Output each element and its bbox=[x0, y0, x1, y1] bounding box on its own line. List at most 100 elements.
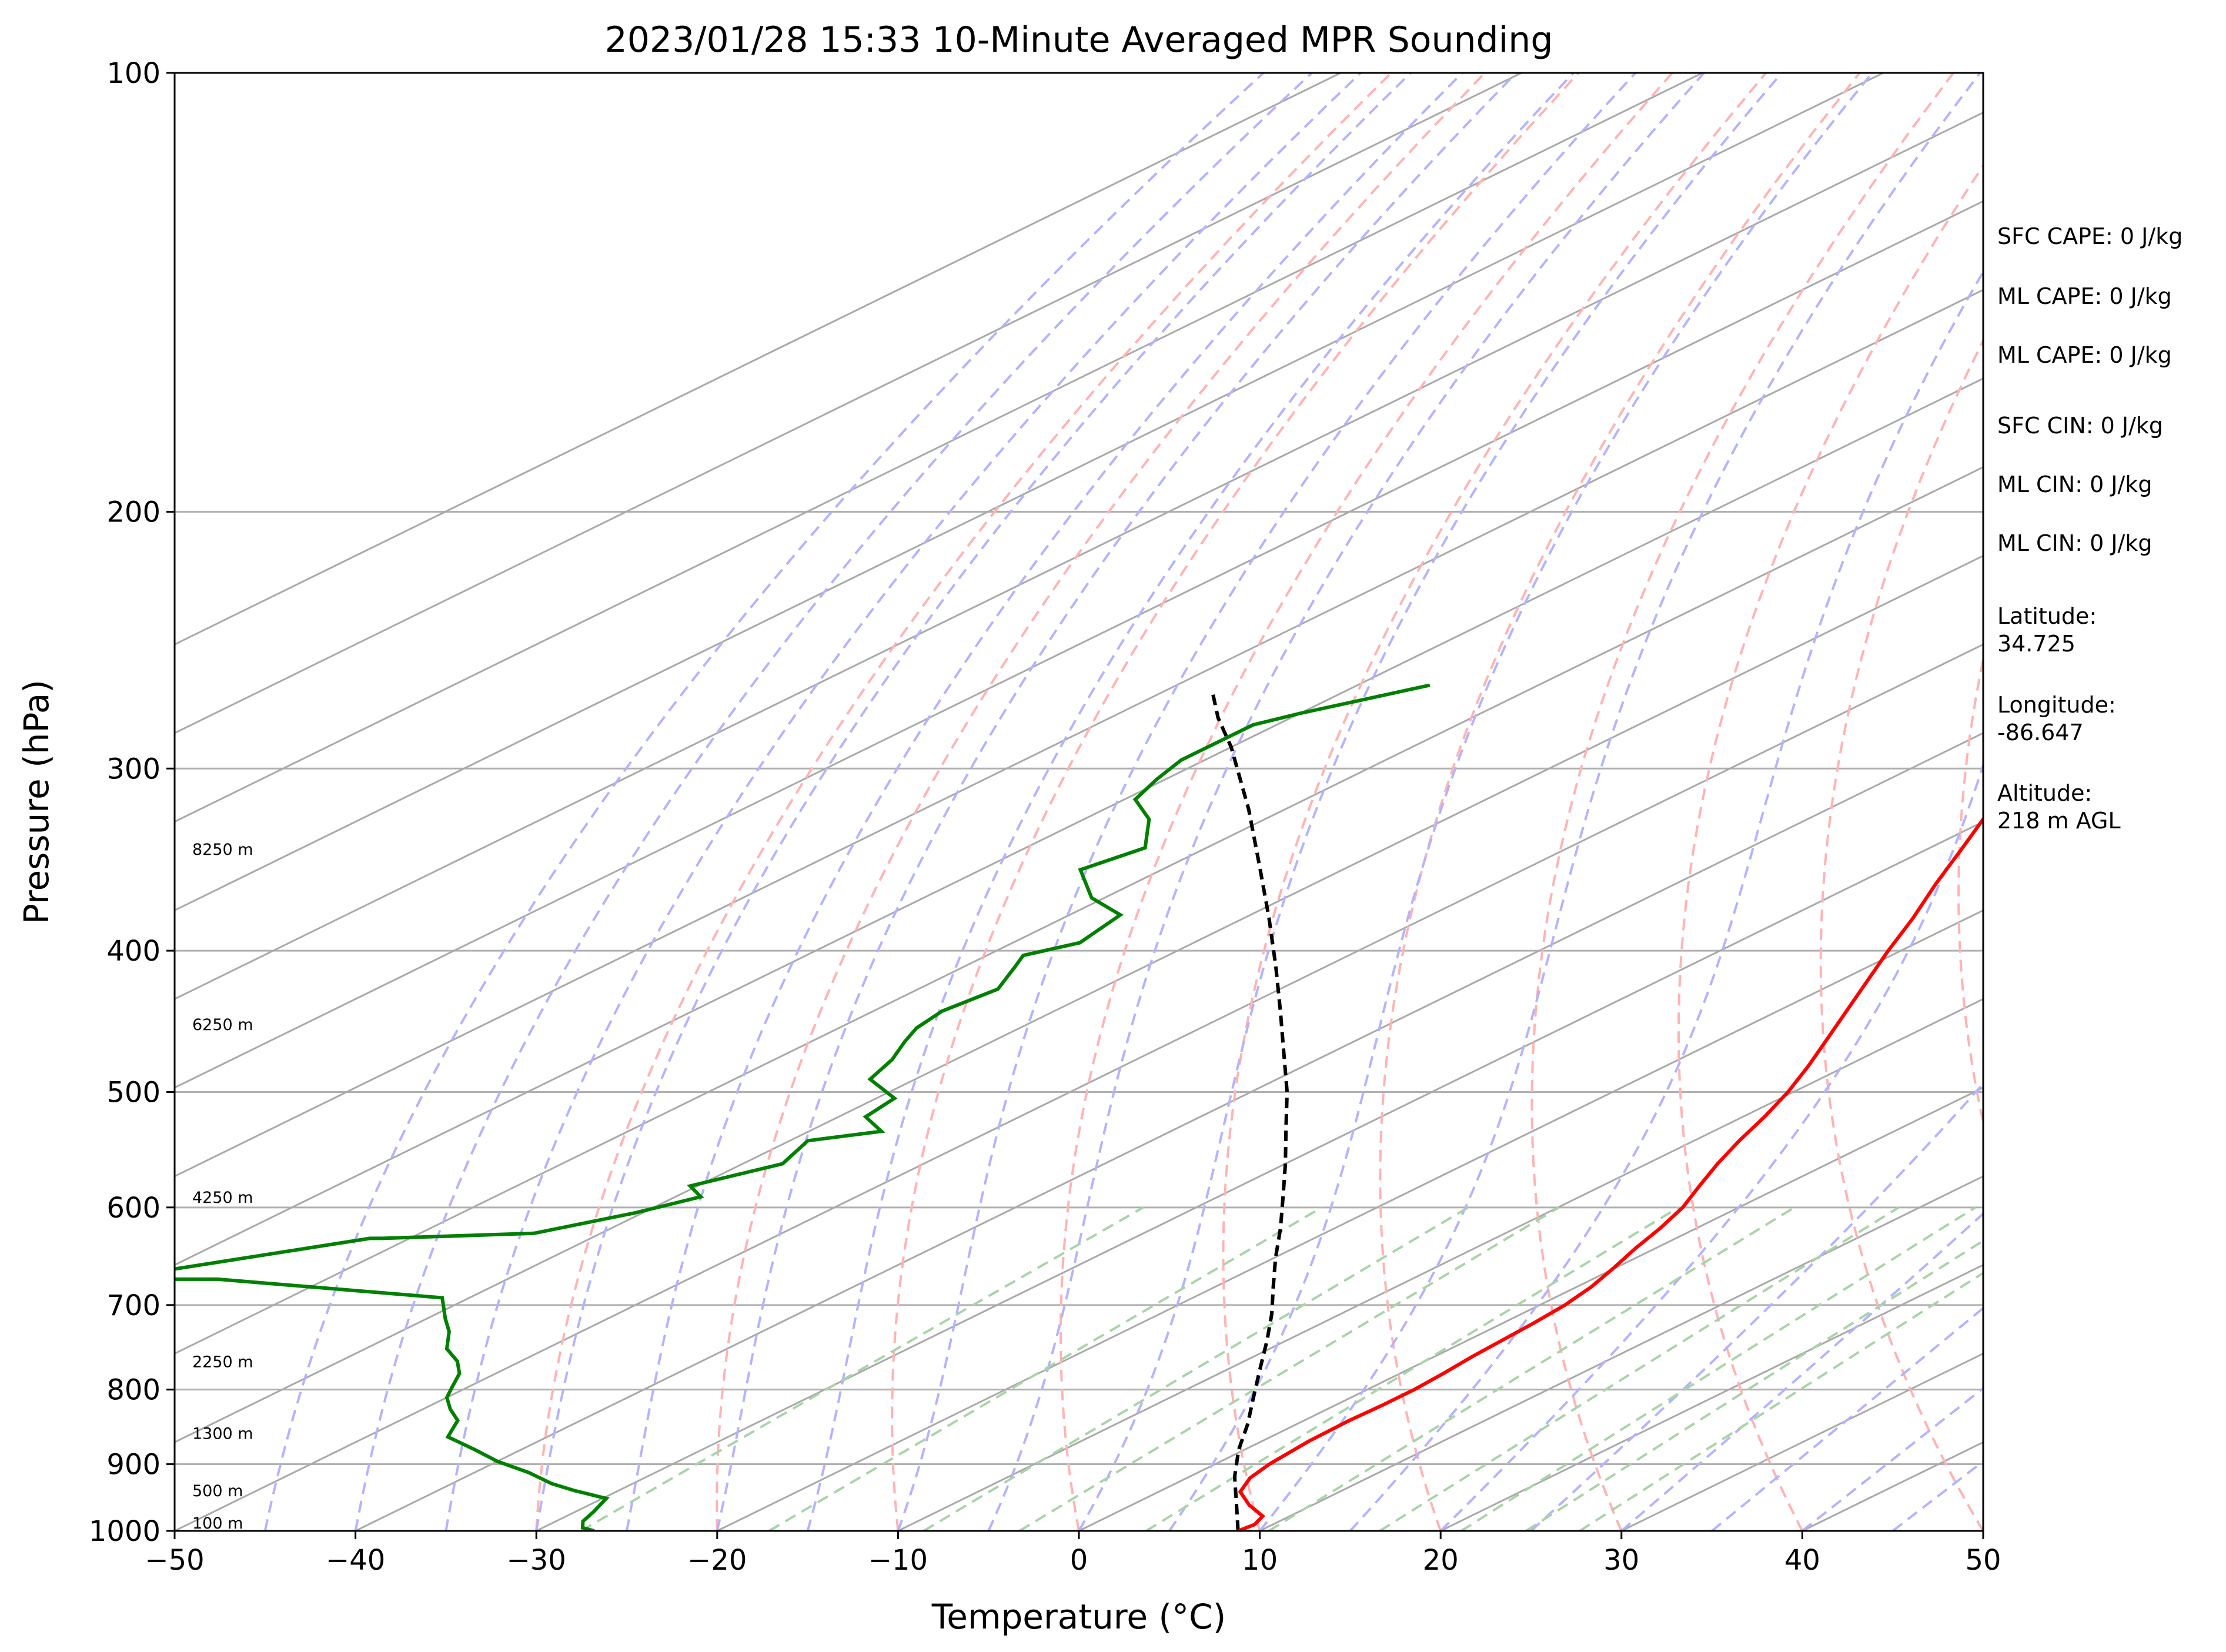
moist-adiabat-line bbox=[1259, 73, 1981, 1531]
isotherm-line bbox=[1440, 1263, 1983, 1531]
mixing-ratio-line bbox=[1525, 1239, 1983, 1531]
x-axis-label: Temperature (°C) bbox=[931, 1597, 1226, 1637]
isotherm-line bbox=[175, 73, 1884, 912]
dry-adiabat-line bbox=[1222, 73, 1767, 1531]
x-tick-label: 30 bbox=[1603, 1544, 1639, 1577]
x-tick-label: −20 bbox=[687, 1544, 747, 1577]
mixing-ratio-line bbox=[1579, 1272, 1983, 1531]
x-axis: −50 −40 −30 −20 −10 0 10 20 30 40 50 bbox=[145, 1531, 2001, 1577]
moist-adiabat-line bbox=[263, 73, 1265, 1531]
chart-title: 2023/01/28 15:33 10-Minute Averaged MPR … bbox=[605, 19, 1553, 61]
isotherm-line bbox=[175, 73, 1522, 734]
dry-adiabat-line bbox=[1059, 73, 1673, 1531]
altitude-value: 218 m AGL bbox=[1997, 808, 2121, 834]
sfc-cape-text: SFC CAPE: 0 J/kg bbox=[1997, 223, 2182, 249]
moist-adiabat-line bbox=[1530, 1082, 1983, 1531]
height-label: 4250 m bbox=[192, 1189, 253, 1207]
y-tick-label: 600 bbox=[106, 1192, 161, 1225]
height-label: 2250 m bbox=[192, 1353, 253, 1371]
moist-adiabat-line bbox=[1439, 761, 1983, 1531]
isotherm-line bbox=[1078, 1086, 1983, 1531]
dry-adiabat-line bbox=[1379, 73, 1861, 1531]
isotherm-line bbox=[355, 732, 1983, 1531]
parcel-profile-line bbox=[1210, 689, 1289, 1531]
dry-adiabat-line bbox=[891, 73, 1580, 1531]
isobars bbox=[175, 511, 1983, 1466]
y-tick-label: 700 bbox=[106, 1289, 161, 1322]
mixing-ratio-line bbox=[1018, 1206, 1560, 1531]
moist-adiabat-line bbox=[1078, 73, 1783, 1531]
moist-adiabat-line bbox=[626, 73, 1463, 1531]
isotherm-line bbox=[175, 200, 1983, 1089]
dry-adiabat-line bbox=[1530, 73, 1954, 1531]
mixing-ratio-line bbox=[1268, 1206, 1796, 1531]
ml-cape-text-2: ML CAPE: 0 J/kg bbox=[1997, 342, 2172, 368]
isotherm-line bbox=[175, 73, 1341, 646]
sfc-cin-text: SFC CIN: 0 J/kg bbox=[1997, 413, 2163, 439]
ml-cin-text: ML CIN: 0 J/kg bbox=[1997, 471, 2152, 497]
moist-adiabat-line bbox=[716, 73, 1518, 1531]
y-tick-label: 900 bbox=[106, 1449, 161, 1482]
isotherm-line bbox=[1259, 1175, 1983, 1531]
y-axis-label: Pressure (hPa) bbox=[16, 680, 56, 924]
latitude-label: Latitude: bbox=[1997, 603, 2097, 629]
dry-adiabat-line bbox=[2222, 73, 2226, 1531]
y-tick-label: 400 bbox=[106, 935, 161, 968]
isotherm-line bbox=[717, 909, 1983, 1531]
height-labels: 100 m 500 m 1300 m 2250 m 4250 m 6250 m 8250 m bbox=[192, 841, 253, 1533]
y-tick-label: 200 bbox=[106, 496, 161, 529]
height-label: 1300 m bbox=[192, 1425, 253, 1443]
isotherm-line bbox=[897, 998, 1983, 1531]
plot-area bbox=[175, 73, 2226, 1531]
mixing-ratio-line bbox=[1145, 1206, 1680, 1531]
x-tick-label: −10 bbox=[868, 1544, 928, 1577]
y-tick-label: 300 bbox=[106, 753, 161, 785]
height-label: 6250 m bbox=[192, 1016, 253, 1034]
mixing-ratio-line bbox=[923, 1206, 1469, 1531]
moist-adiabat-line bbox=[354, 73, 1313, 1531]
altitude-label: Altitude: bbox=[1997, 780, 2092, 806]
x-tick-label: −30 bbox=[507, 1544, 566, 1577]
x-tick-label: 10 bbox=[1242, 1544, 1278, 1577]
height-label: 100 m bbox=[192, 1514, 243, 1533]
moist-adiabat-line bbox=[897, 73, 1637, 1531]
mixing-ratio-lines bbox=[580, 1206, 1983, 1531]
y-tick-label: 100 bbox=[106, 57, 161, 90]
isotherm-line bbox=[175, 111, 1983, 1000]
dry-adiabats bbox=[535, 73, 2226, 1531]
ml-cape-text: ML CAPE: 0 J/kg bbox=[1997, 283, 2172, 309]
y-tick-label: 800 bbox=[106, 1374, 161, 1407]
x-tick-label: −40 bbox=[326, 1544, 385, 1577]
moist-adiabat-line bbox=[1168, 73, 1873, 1531]
mixing-ratio-line bbox=[580, 1206, 1144, 1531]
moist-adiabats bbox=[263, 73, 1983, 1531]
isotherms bbox=[175, 73, 1983, 1531]
height-label: 500 m bbox=[192, 1482, 243, 1500]
isotherm-line bbox=[175, 73, 1703, 823]
x-tick-label: −50 bbox=[145, 1544, 204, 1577]
ml-cin-text-2: ML CIN: 0 J/kg bbox=[1997, 530, 2152, 556]
isotherm-line bbox=[175, 554, 1983, 1443]
mixing-ratio-line bbox=[1460, 1206, 1976, 1531]
y-tick-label: 500 bbox=[106, 1076, 161, 1109]
dry-adiabat-line bbox=[716, 73, 1486, 1531]
sounding-info-panel: SFC CAPE: 0 J/kg ML CAPE: 0 J/kg ML CAPE… bbox=[1997, 223, 2182, 834]
dry-adiabat-line bbox=[535, 73, 1392, 1531]
x-tick-label: 20 bbox=[1423, 1544, 1459, 1577]
dry-adiabat-line bbox=[1677, 163, 1983, 1531]
isotherm-line bbox=[175, 643, 1983, 1531]
moist-adiabat-line bbox=[535, 73, 1412, 1531]
temperature-profile-line bbox=[1237, 816, 1983, 1531]
y-axis: 100 200 300 400 500 600 700 800 900 1000 bbox=[89, 57, 175, 1548]
dry-adiabat-line bbox=[1819, 337, 1983, 1531]
moist-adiabat-line bbox=[1349, 269, 1983, 1531]
isotherm-line bbox=[175, 377, 1983, 1266]
latitude-value: 34.725 bbox=[1997, 631, 2075, 657]
moist-adiabat-line bbox=[444, 73, 1362, 1531]
longitude-value: -86.647 bbox=[1997, 720, 2084, 745]
mixing-ratio-line bbox=[1379, 1206, 1900, 1531]
isotherm-line bbox=[536, 821, 1983, 1531]
moist-adiabat-line bbox=[987, 73, 1705, 1531]
x-tick-label: 50 bbox=[1965, 1544, 2001, 1577]
